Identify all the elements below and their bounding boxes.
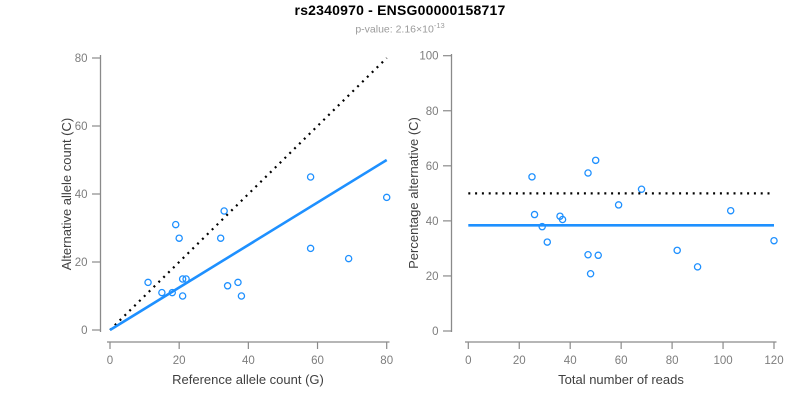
scatter-point [538, 222, 546, 231]
y-tick-label: 20 [75, 257, 88, 269]
allele-counts-scatter: 0 20 40 60 80 0 20 40 60 80 Reference allele count… [59, 53, 393, 387]
x-tick-label: 40 [564, 355, 577, 367]
x-tick-label: 100 [713, 355, 732, 367]
scatter-point [614, 201, 623, 209]
scatter-point [594, 251, 602, 260]
y-axis-title: Alternative allele count (C) [59, 118, 74, 270]
figure-subtitle: p-value: 2.16×10-13 [0, 21, 800, 36]
x-axis-title: Total number of reads [558, 372, 684, 387]
scatter-point [344, 254, 353, 263]
scatter-point [584, 169, 592, 177]
scatter-point [175, 234, 183, 242]
scatter-point [770, 236, 778, 245]
scatter-point [171, 220, 180, 229]
scatter-point [223, 282, 232, 290]
scatter-point [586, 269, 595, 278]
y-tick-label: 40 [426, 216, 439, 228]
x-tick-label: 80 [380, 355, 393, 367]
scatter-point [216, 234, 225, 242]
scatter-point [673, 246, 681, 255]
x-tick-label: 0 [465, 355, 471, 367]
fit-line [109, 158, 388, 332]
scatter-point [558, 215, 567, 224]
x-tick-label: 20 [513, 355, 526, 367]
scatter-point [306, 173, 315, 181]
identity-line [109, 57, 388, 331]
scatter-point [144, 278, 152, 287]
scatter-point [584, 250, 592, 259]
pvalue-exponent: -13 [433, 21, 445, 30]
scatter-point [726, 206, 735, 215]
scatter-point [637, 185, 646, 193]
x-tick-label: 80 [666, 355, 679, 367]
y-tick-label: 40 [75, 189, 88, 201]
scatter-point [158, 288, 166, 297]
figure-title: rs2340970 - ENSG00000158717 [294, 2, 506, 18]
scatter-point [528, 173, 536, 181]
x-tick-label: 60 [311, 355, 324, 367]
scatter-point [543, 238, 552, 246]
scatter-point [178, 275, 187, 283]
x-tick-label: 0 [107, 355, 113, 367]
y-tick-label: 100 [419, 51, 438, 63]
scatter-point [591, 156, 600, 165]
scatter-point [306, 244, 315, 253]
x-tick-label: 120 [764, 355, 783, 367]
scatter-point [530, 210, 539, 219]
y-tick-label: 80 [426, 106, 439, 118]
y-tick-label: 0 [432, 326, 438, 338]
x-tick-label: 40 [242, 355, 255, 367]
y-tick-label: 20 [426, 271, 439, 283]
scatter-point [178, 292, 187, 300]
x-axis-title: Reference allele count (G) [172, 372, 324, 387]
x-tick-label: 20 [173, 355, 186, 367]
scatter-point [237, 292, 246, 300]
y-tick-label: 80 [75, 53, 88, 65]
y-tick-label: 60 [75, 121, 88, 133]
scatter-point [220, 207, 228, 215]
scatter-point [382, 193, 391, 202]
pvalue-text: p-value: 2.16×10 [355, 23, 434, 36]
y-axis-title: Percentage alternative (C) [406, 117, 421, 269]
y-tick-label: 0 [81, 325, 87, 337]
y-tick-label: 60 [426, 161, 439, 173]
percentage-alternative-scatter: 0 20 40 60 80 100 120 0 20 40 60 80 100 Total number … [406, 51, 784, 387]
x-tick-label: 60 [615, 355, 628, 367]
scatter-point [693, 263, 702, 271]
scatter-point [234, 278, 242, 287]
